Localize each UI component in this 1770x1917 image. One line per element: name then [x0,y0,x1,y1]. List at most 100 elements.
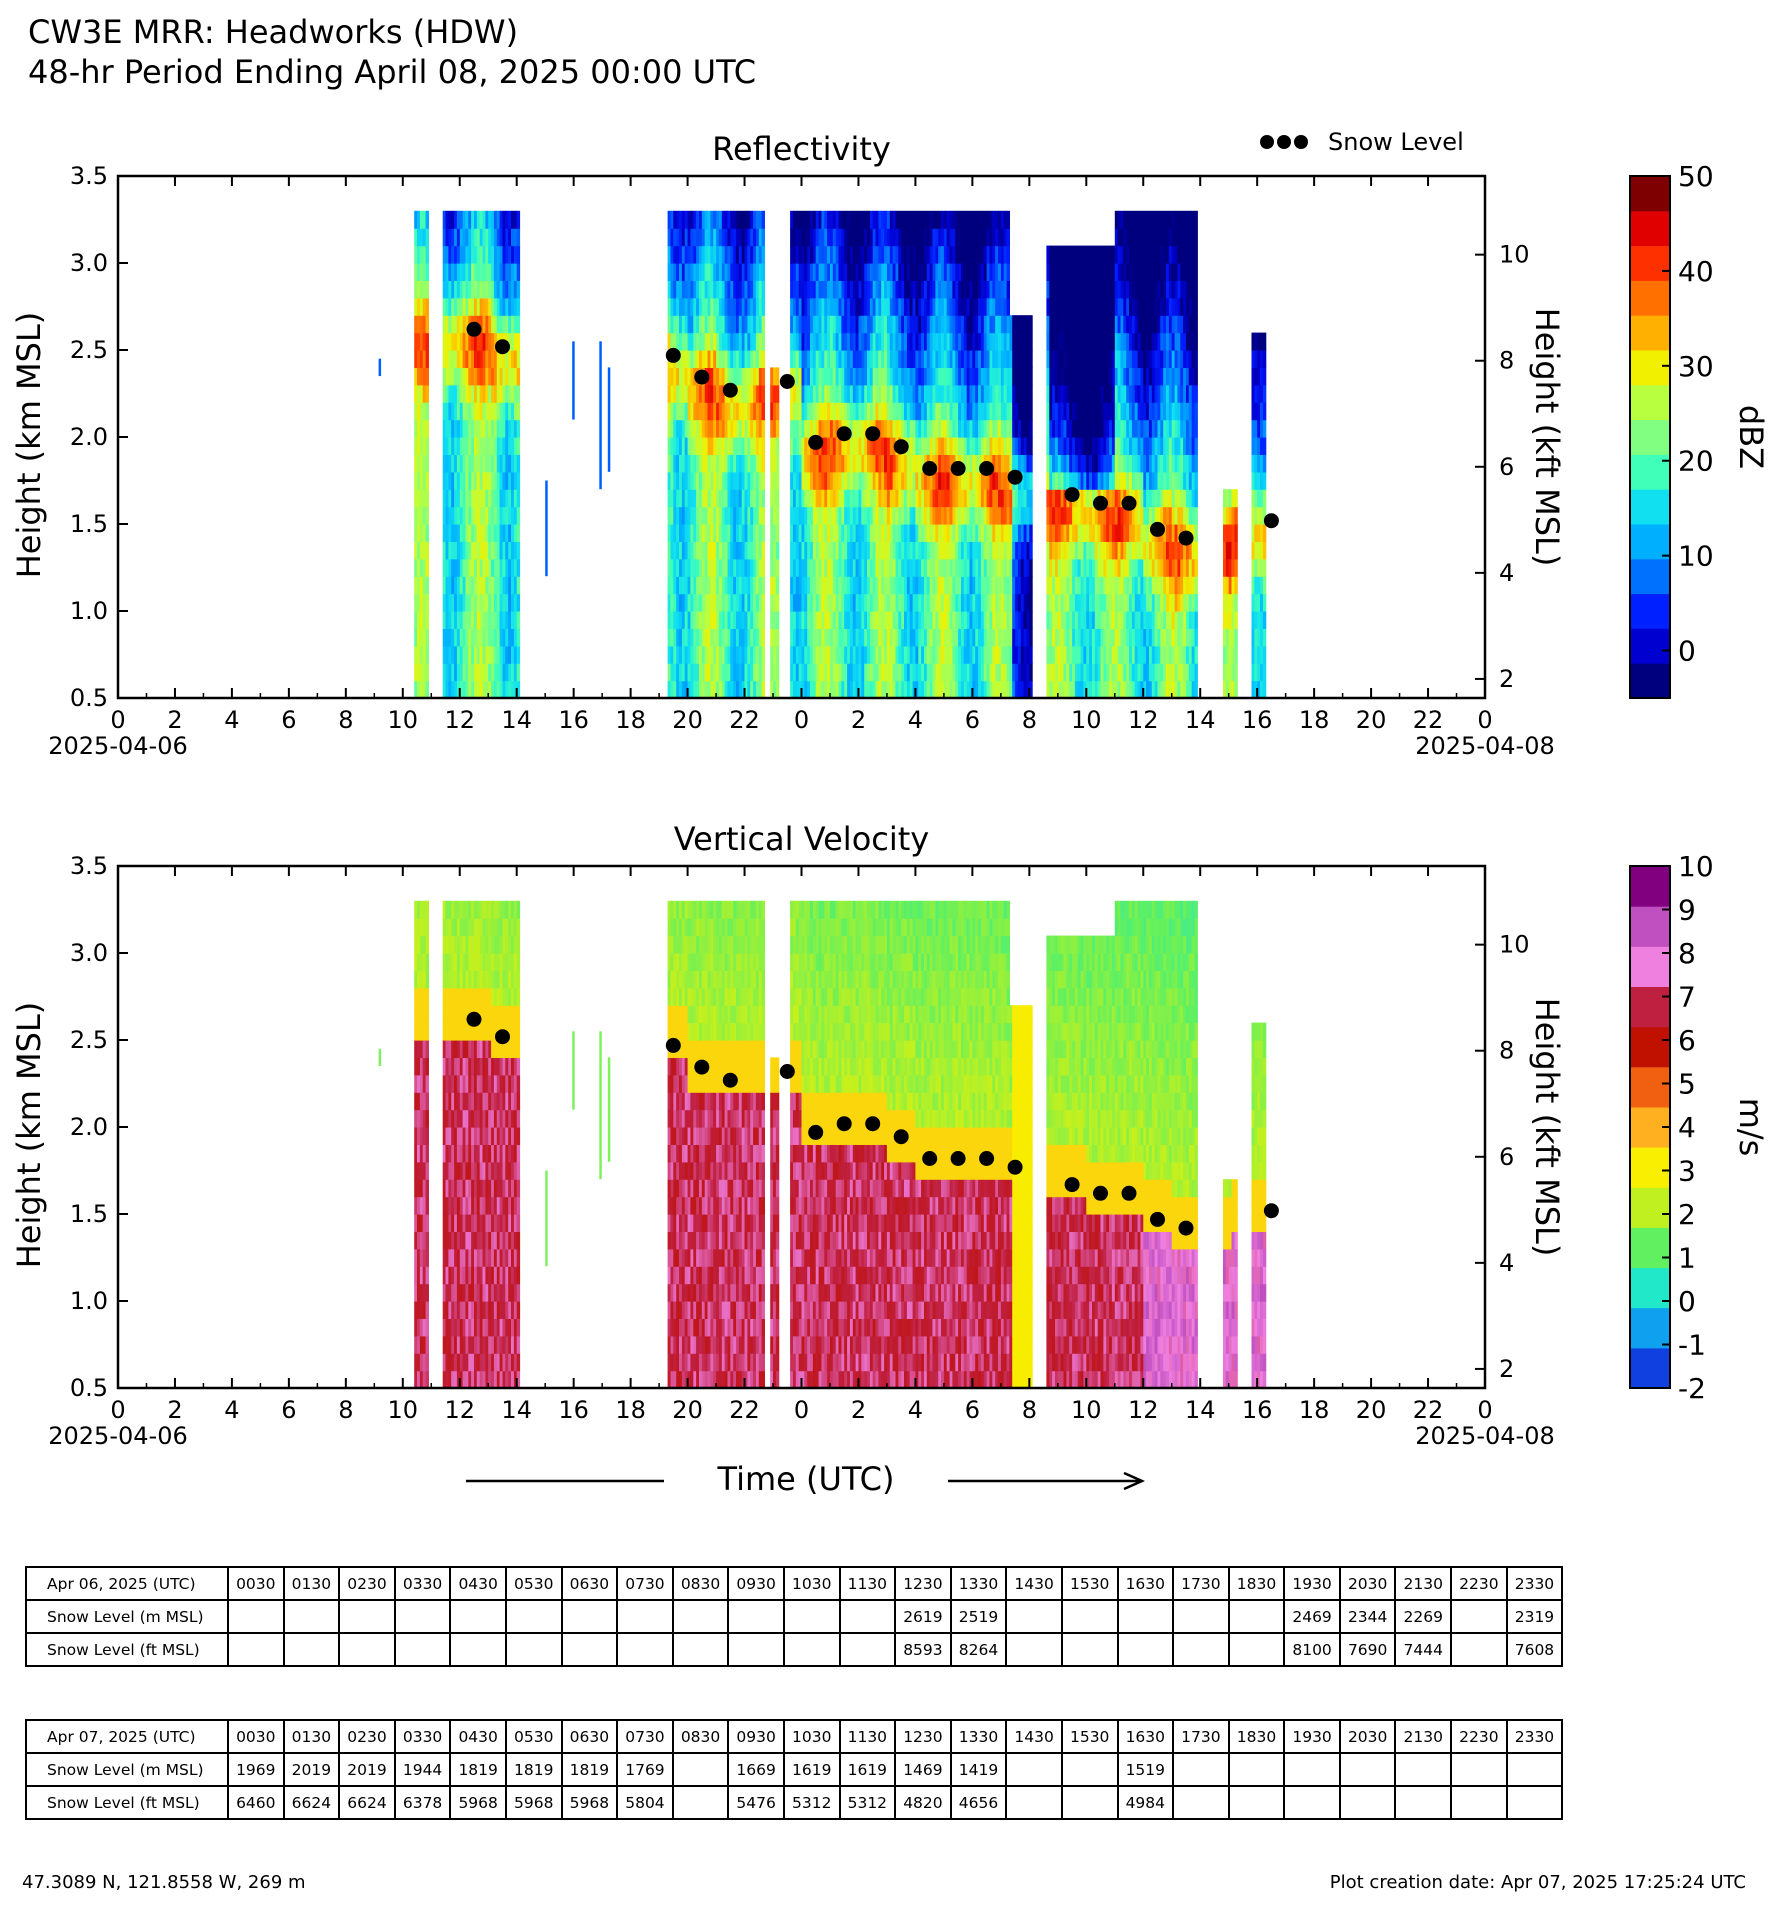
colorbar-bin [1630,663,1670,699]
table-row-label: Snow Level (ft MSL) [25,1632,229,1667]
x-tick-label: 10 [1071,1396,1102,1424]
x-tick-label: 18 [615,1396,646,1424]
y-tick-label: 3.5 [70,162,108,190]
table-date-label: Apr 06, 2025 (UTC) [25,1566,229,1601]
snow-level-point [466,1011,482,1027]
legend-marker [1260,135,1274,149]
table-value-cell [227,1599,285,1634]
table-value-cell [338,1632,396,1667]
table-time-cell: 1330 [949,1566,1008,1601]
table-value-cell [1005,1632,1063,1667]
x-tick-label: 6 [965,1396,980,1424]
table-value-cell: 1819 [560,1752,619,1787]
y2-tick-label: 8 [1499,1037,1514,1065]
table-time-cell: 1630 [1116,1566,1175,1601]
table-time-cell: 0930 [727,1566,785,1601]
x-tick-label: 10 [388,1396,419,1424]
table-time-cell: 2030 [1338,1566,1397,1601]
x-tick-label: 14 [1185,1396,1216,1424]
colorbar-tick-label: 7 [1678,981,1696,1014]
table-time-cell: 2330 [1505,1566,1564,1601]
snow-level-point [722,382,738,398]
table-value-cell [1394,1785,1453,1820]
snow-level-point [495,1029,510,1045]
table-value-cell: 8593 [894,1632,952,1667]
x-tick-label: 22 [1413,1396,1444,1424]
snow-level-point [466,321,482,337]
table-time-cell: 2030 [1338,1719,1397,1754]
colorbar-bin [1630,1307,1670,1349]
snow-level-point [1178,530,1194,546]
snow-level-point [893,439,909,455]
table-time-cell: 1330 [949,1719,1008,1754]
snow-level-point [779,374,795,389]
table-value-cell [1338,1752,1397,1787]
y-tick-label: 2.5 [70,336,108,364]
table-value-cell [1227,1752,1286,1787]
data-field [378,900,1267,1389]
x-tick-label: 22 [729,1396,760,1424]
table-time-cell: 0030 [227,1566,285,1601]
table-value-cell [616,1599,674,1634]
table-value-cell [560,1599,619,1634]
snow-level-point [1064,487,1080,503]
snow-level-point [808,434,824,450]
table-value-cell [782,1599,841,1634]
table-value-cell [727,1632,785,1667]
table-time-cell: 0930 [727,1719,785,1754]
table-time-cell: 0630 [560,1566,619,1601]
table-time-cell: 1530 [1060,1719,1119,1754]
table-value-cell: 2019 [338,1752,396,1787]
x-tick-label: 18 [615,706,646,734]
mrr-figure: Reflectivity 0.5 1.0 1.5 2.0 2.5 3.0 3.5 Height … [10,128,1770,1498]
table-value-cell: 1519 [1116,1752,1175,1787]
y-tick-label: 2.0 [70,1113,108,1141]
table-value-cell [1227,1785,1286,1820]
table-value-cell [1005,1785,1063,1820]
x-tick-label: 12 [444,706,475,734]
table-value-cell [1005,1752,1063,1787]
table-value-cell: 4820 [894,1785,952,1820]
x-tick-label: 0 [110,706,125,734]
table-time-cell: 2230 [1450,1719,1508,1754]
y-tick-label: 3.5 [70,852,108,880]
table-value-cell: 2469 [1283,1599,1341,1634]
table-value-cell [1116,1632,1175,1667]
snow-level-point [922,1151,938,1166]
colorbar-bin [1630,176,1670,212]
table-value-cell [1227,1599,1286,1634]
colorbar-bin [1630,419,1670,455]
x-tick-label: 2 [851,1396,866,1424]
x-tick-label: 10 [388,706,419,734]
x-date-end: 2025-04-08 [1415,732,1554,760]
y2-tick-label: 10 [1499,241,1530,269]
colorbar-tick-label: 3 [1678,1155,1696,1188]
x-tick-label: 20 [1356,1396,1387,1424]
colorbar-bin [1630,210,1670,247]
colorbar-bin [1630,1026,1670,1068]
table-value-cell: 1819 [449,1752,507,1787]
table-value-cell: 6624 [282,1785,341,1820]
y2-tick-label: 6 [1499,1143,1514,1171]
table-value-cell [1450,1632,1508,1667]
x-tick-label: 22 [729,706,760,734]
table-time-cell: 1730 [1172,1719,1230,1754]
x-tick-label: 18 [1299,706,1330,734]
table-value-cell: 1769 [616,1752,674,1787]
legend-marker [1277,135,1291,149]
table-time-cell: 1430 [1005,1566,1063,1601]
colorbar-bin [1630,593,1670,629]
colorbar-bin [1630,866,1670,907]
colorbar-bin [1630,628,1670,664]
x-tick-label: 20 [1356,706,1387,734]
table-value-cell: 2619 [894,1599,952,1634]
colorbar: 0 10 20 30 40 50 dBZ [1629,160,1770,699]
table-value-cell: 6460 [227,1785,285,1820]
colorbar-bin [1630,1227,1670,1269]
table-value-cell [1283,1752,1341,1787]
data-field [378,210,1267,699]
panel-title: Vertical Velocity [674,820,929,858]
table-value-cell: 1469 [894,1752,952,1787]
snow-level-table: Apr 06, 2025 (UTC) 0030 0130 0230 0330 0430 05… [25,1566,1564,1667]
snow-level-point [836,1116,852,1132]
